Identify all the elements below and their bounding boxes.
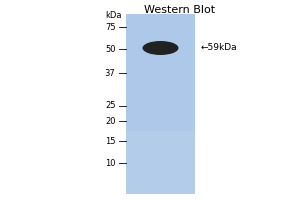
Ellipse shape	[142, 41, 178, 55]
Bar	[126, 14, 195, 194]
Text: 10: 10	[105, 158, 116, 168]
Text: 50: 50	[105, 45, 116, 53]
Text: kDa: kDa	[105, 11, 122, 20]
Bar	[126, 131, 195, 194]
Text: 75: 75	[105, 22, 116, 31]
Text: Western Blot: Western Blot	[144, 5, 216, 15]
Text: 20: 20	[105, 116, 116, 126]
Text: 15: 15	[105, 136, 116, 146]
Text: 25: 25	[105, 102, 116, 110]
Text: 37: 37	[105, 68, 116, 77]
Text: ←59kDa: ←59kDa	[201, 44, 238, 52]
